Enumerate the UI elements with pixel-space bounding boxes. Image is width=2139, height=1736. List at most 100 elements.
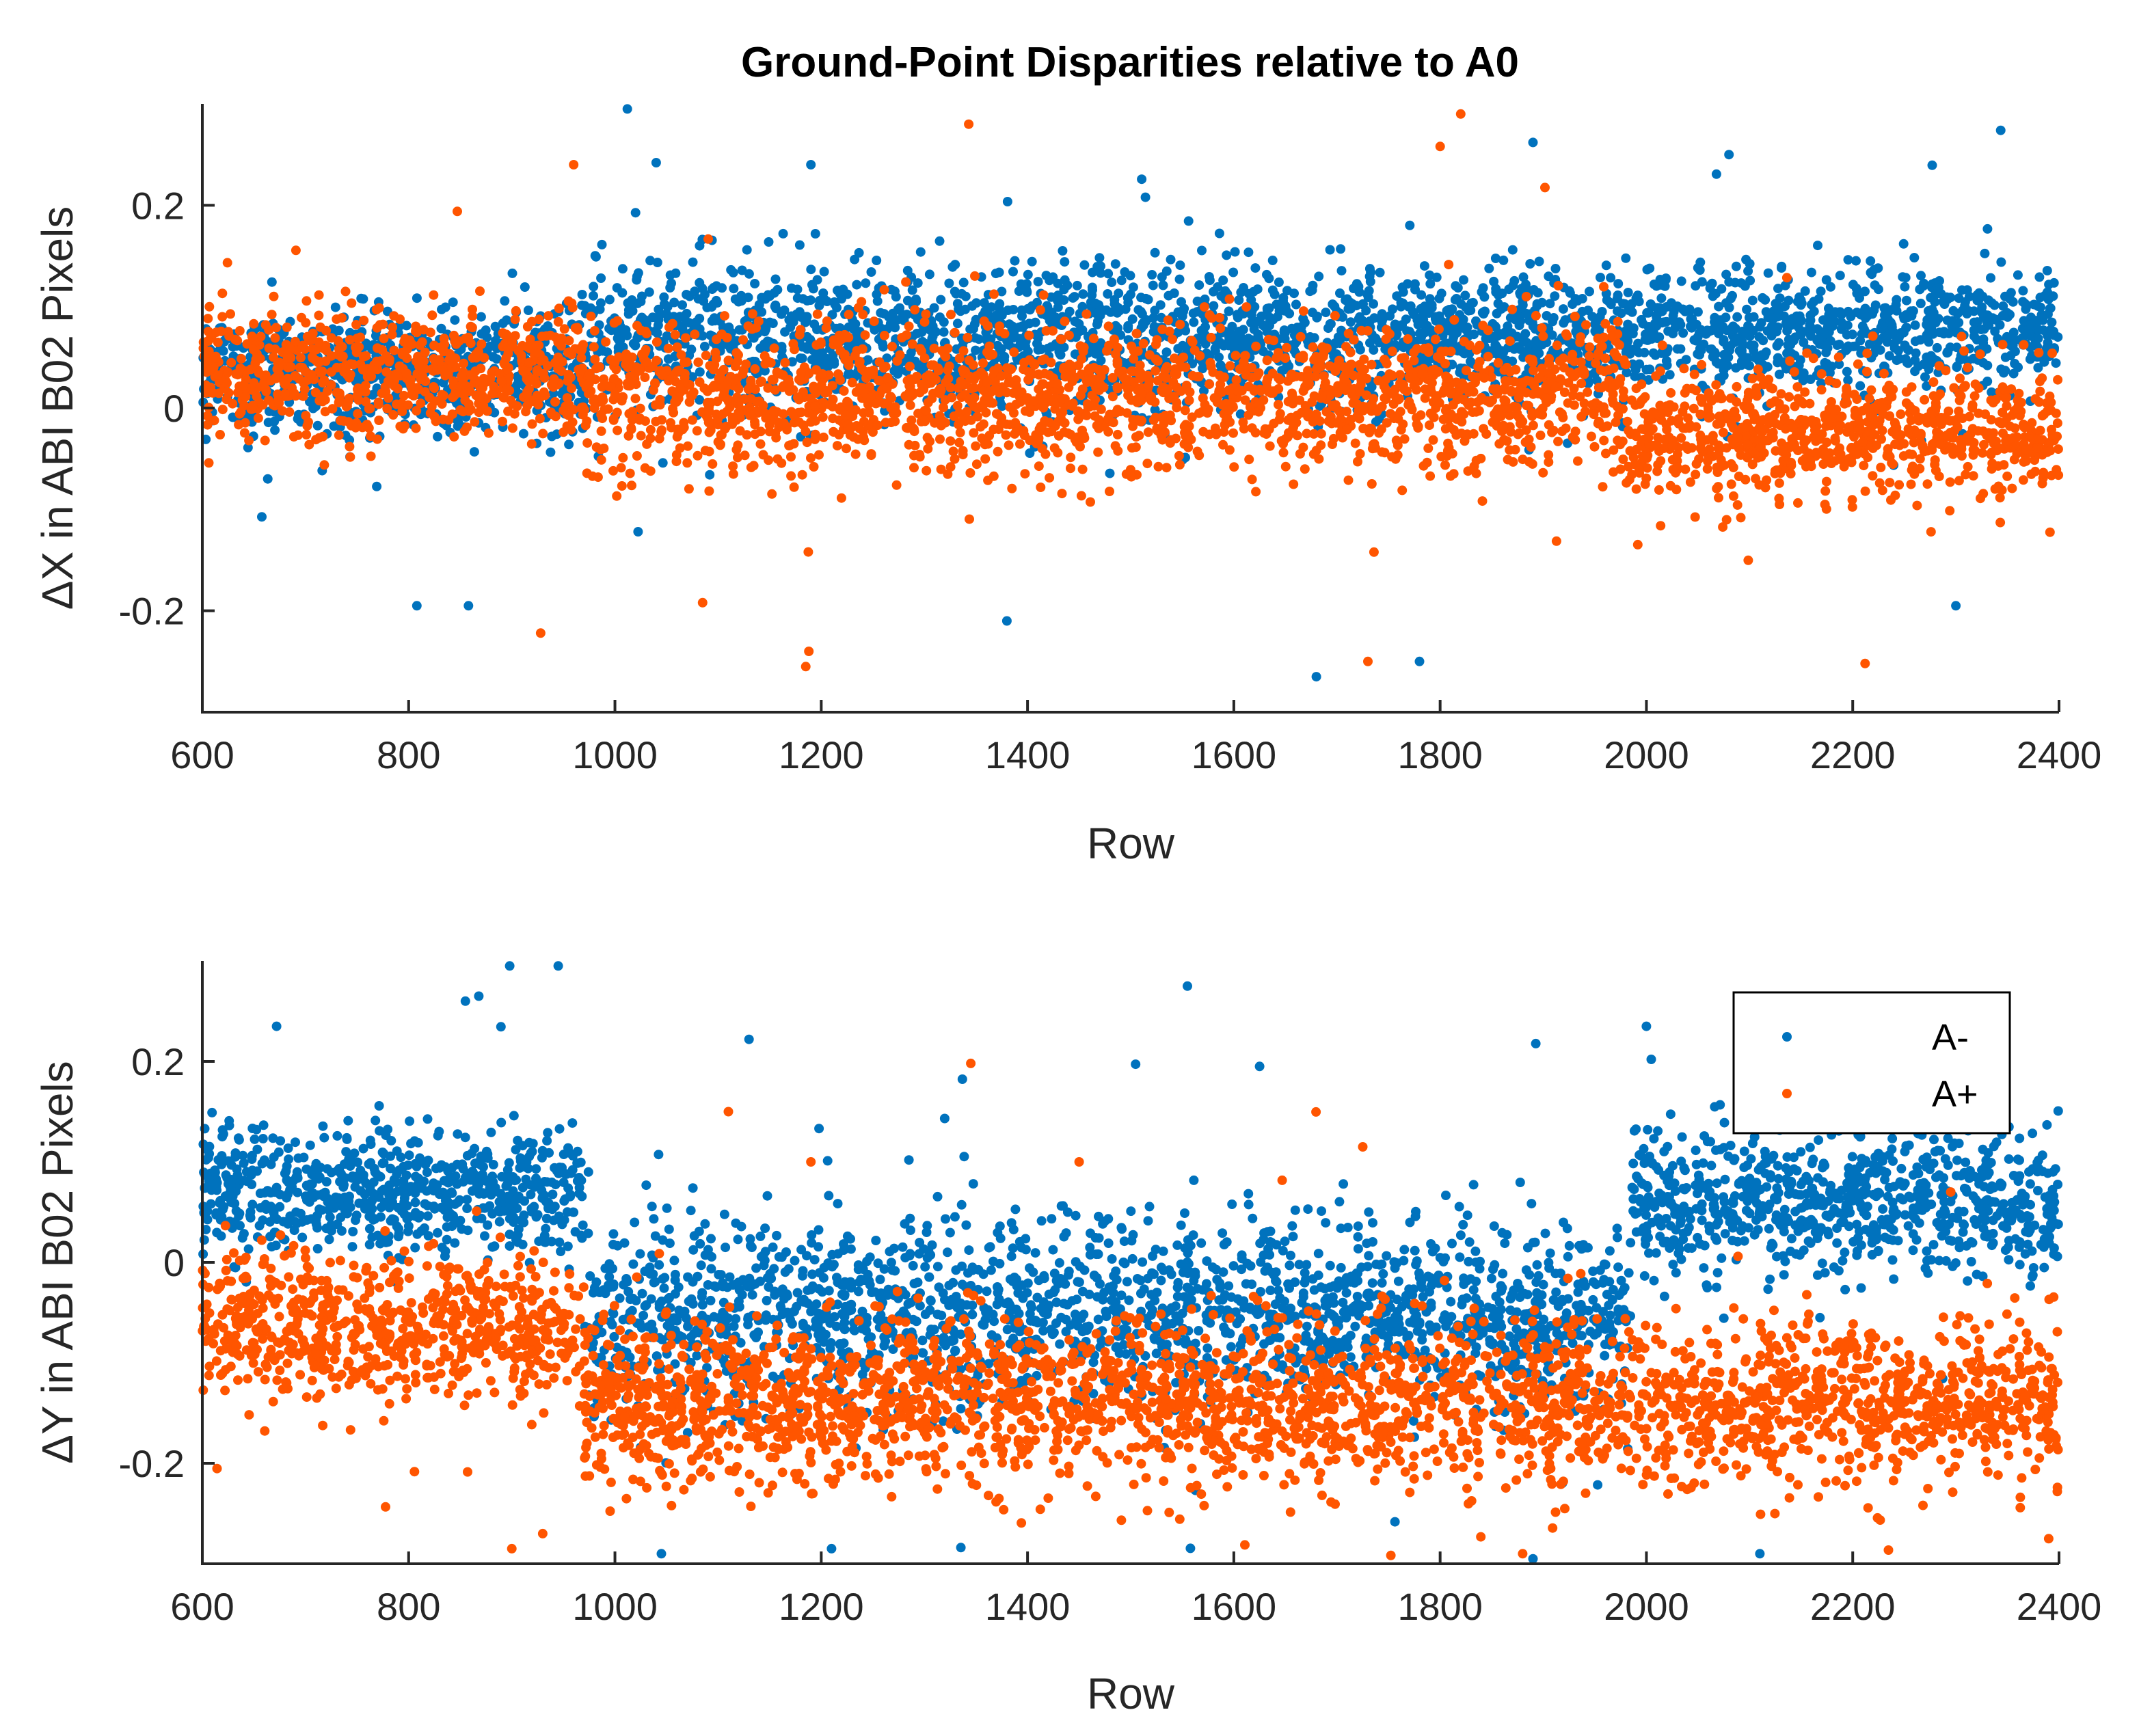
top-point-a-minus (861, 278, 871, 288)
top-point-a-minus (1799, 370, 1809, 381)
top-point-a-plus (532, 366, 542, 377)
top-point-a-minus (778, 228, 788, 239)
top-point-a-plus (340, 286, 351, 297)
top-point-a-plus (719, 311, 729, 321)
top-point-a-plus (345, 442, 355, 452)
top-point-a-plus (1298, 306, 1308, 316)
top-point-a-plus (1537, 323, 1547, 333)
top-point-a-minus (1550, 291, 1560, 301)
top-point-a-minus (1550, 264, 1561, 273)
top-point-a-minus (1745, 275, 1755, 286)
top-point-a-plus (234, 326, 245, 336)
top-point-a-minus (1183, 216, 1194, 226)
top-point-a-plus (217, 312, 228, 322)
top-point-a-minus (1405, 220, 1415, 230)
top-point-a-plus (955, 427, 965, 437)
top-point-a-minus (1166, 254, 1176, 265)
top-point-a-minus (1199, 385, 1209, 396)
top-point-a-plus (249, 344, 258, 355)
top-point-a-plus (316, 368, 325, 378)
top-point-a-minus (617, 288, 628, 298)
top-point-a-minus (818, 288, 829, 298)
top-point-a-plus (254, 368, 264, 378)
top-point-a-minus (1597, 307, 1607, 316)
top-point-a-minus (854, 247, 864, 258)
top-point-a-minus (1520, 329, 1531, 339)
top-point-a-plus (549, 374, 559, 384)
top-point-a-plus (354, 342, 364, 352)
top-point-a-minus (1732, 312, 1743, 322)
top-point-a-plus (297, 312, 306, 323)
top-point-a-minus (1732, 333, 1742, 343)
top-point-a-minus (1898, 272, 1908, 282)
top-point-a-minus (1507, 245, 1518, 255)
top-point-a-minus (1851, 256, 1861, 266)
top-point-a-minus (1820, 329, 1829, 339)
top-point-a-plus (1076, 491, 1086, 501)
top-point-a-plus (253, 413, 263, 423)
top-point-a-minus (1175, 260, 1185, 271)
top-point-a-minus (2026, 319, 2036, 329)
top-point-a-minus (1661, 316, 1671, 327)
top-point-a-plus (222, 258, 232, 268)
top-point-a-minus (1784, 295, 1794, 306)
top-point-a-plus (1521, 292, 1531, 301)
top-point-a-minus (2049, 327, 2059, 337)
top-point-a-minus (1909, 253, 1920, 262)
top-point-a-plus (343, 417, 353, 427)
top-point-a-plus (318, 378, 328, 388)
top-point-a-minus (1205, 275, 1215, 286)
top-point-a-plus (394, 361, 405, 371)
top-point-a-minus (1326, 318, 1336, 329)
top-point-a-plus (223, 327, 233, 337)
top-point-a-plus (459, 358, 469, 368)
top-point-a-minus (1059, 342, 1069, 353)
top-point-a-minus (1723, 352, 1734, 362)
top-point-a-minus (1727, 290, 1737, 301)
top-point-a-minus (1233, 312, 1243, 323)
top-point-a-plus (382, 403, 392, 413)
top-point-a-plus (693, 357, 703, 368)
top-point-a-plus (435, 396, 445, 406)
top-point-a-plus (374, 416, 384, 425)
top-point-a-minus (1138, 318, 1148, 328)
top-point-a-minus (481, 325, 491, 336)
top-point-a-minus (1503, 321, 1513, 331)
top-point-a-minus (1243, 247, 1254, 258)
top-point-a-minus (1806, 299, 1816, 310)
top-point-a-minus (450, 315, 460, 325)
top-point-a-plus (295, 353, 306, 363)
top-point-a-minus (1228, 267, 1239, 277)
top-point-a-minus (372, 481, 382, 491)
top-point-a-minus (1978, 334, 1989, 344)
top-point-a-minus (675, 312, 685, 322)
top-point-a-plus (535, 413, 545, 424)
top-point-a-plus (318, 393, 328, 403)
top-point-a-plus (462, 422, 472, 433)
top-point-a-minus (1855, 381, 1866, 391)
top-point-a-plus (1081, 309, 1092, 319)
top-point-a-plus (1598, 482, 1608, 492)
top-point-a-plus (283, 350, 293, 360)
top-point-a-minus (1311, 672, 1321, 682)
top-point-a-minus (1369, 299, 1378, 309)
top-point-a-minus (1525, 259, 1535, 269)
top-point-a-plus (213, 370, 223, 380)
top-point-a-plus (395, 421, 405, 431)
top-point-a-minus (1678, 328, 1689, 338)
top-point-a-minus (1363, 293, 1373, 302)
top-point-a-plus (645, 424, 656, 435)
top-point-a-plus (239, 428, 250, 438)
top-point-a-minus (546, 447, 556, 457)
top-point-a-minus (2013, 270, 2023, 280)
top-point-a-minus (401, 321, 412, 331)
top-point-a-minus (1915, 335, 1926, 345)
top-point-a-minus (1693, 332, 1703, 342)
top-point-a-plus (625, 468, 635, 478)
top-point-a-plus (945, 436, 956, 446)
top-point-a-minus (1724, 277, 1734, 287)
top-point-a-minus (1585, 286, 1594, 297)
top-point-a-minus (819, 267, 829, 277)
top-point-a-plus (498, 328, 508, 338)
top-point-a-minus (1458, 314, 1468, 325)
